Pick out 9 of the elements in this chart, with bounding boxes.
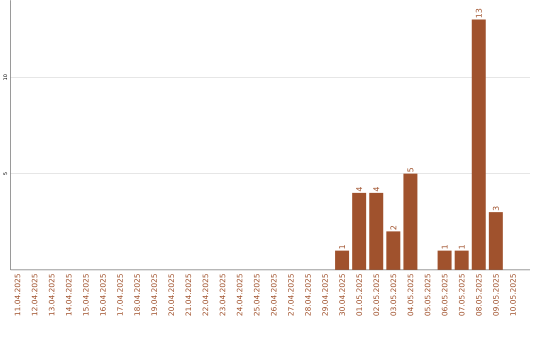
bar: [369, 192, 384, 270]
bar: [454, 250, 469, 270]
bar: [386, 231, 400, 270]
bar: [352, 192, 366, 270]
bar: [472, 20, 486, 270]
bar: [335, 250, 350, 270]
bar: [488, 212, 503, 270]
bar: [438, 250, 452, 270]
bar: [403, 174, 418, 270]
